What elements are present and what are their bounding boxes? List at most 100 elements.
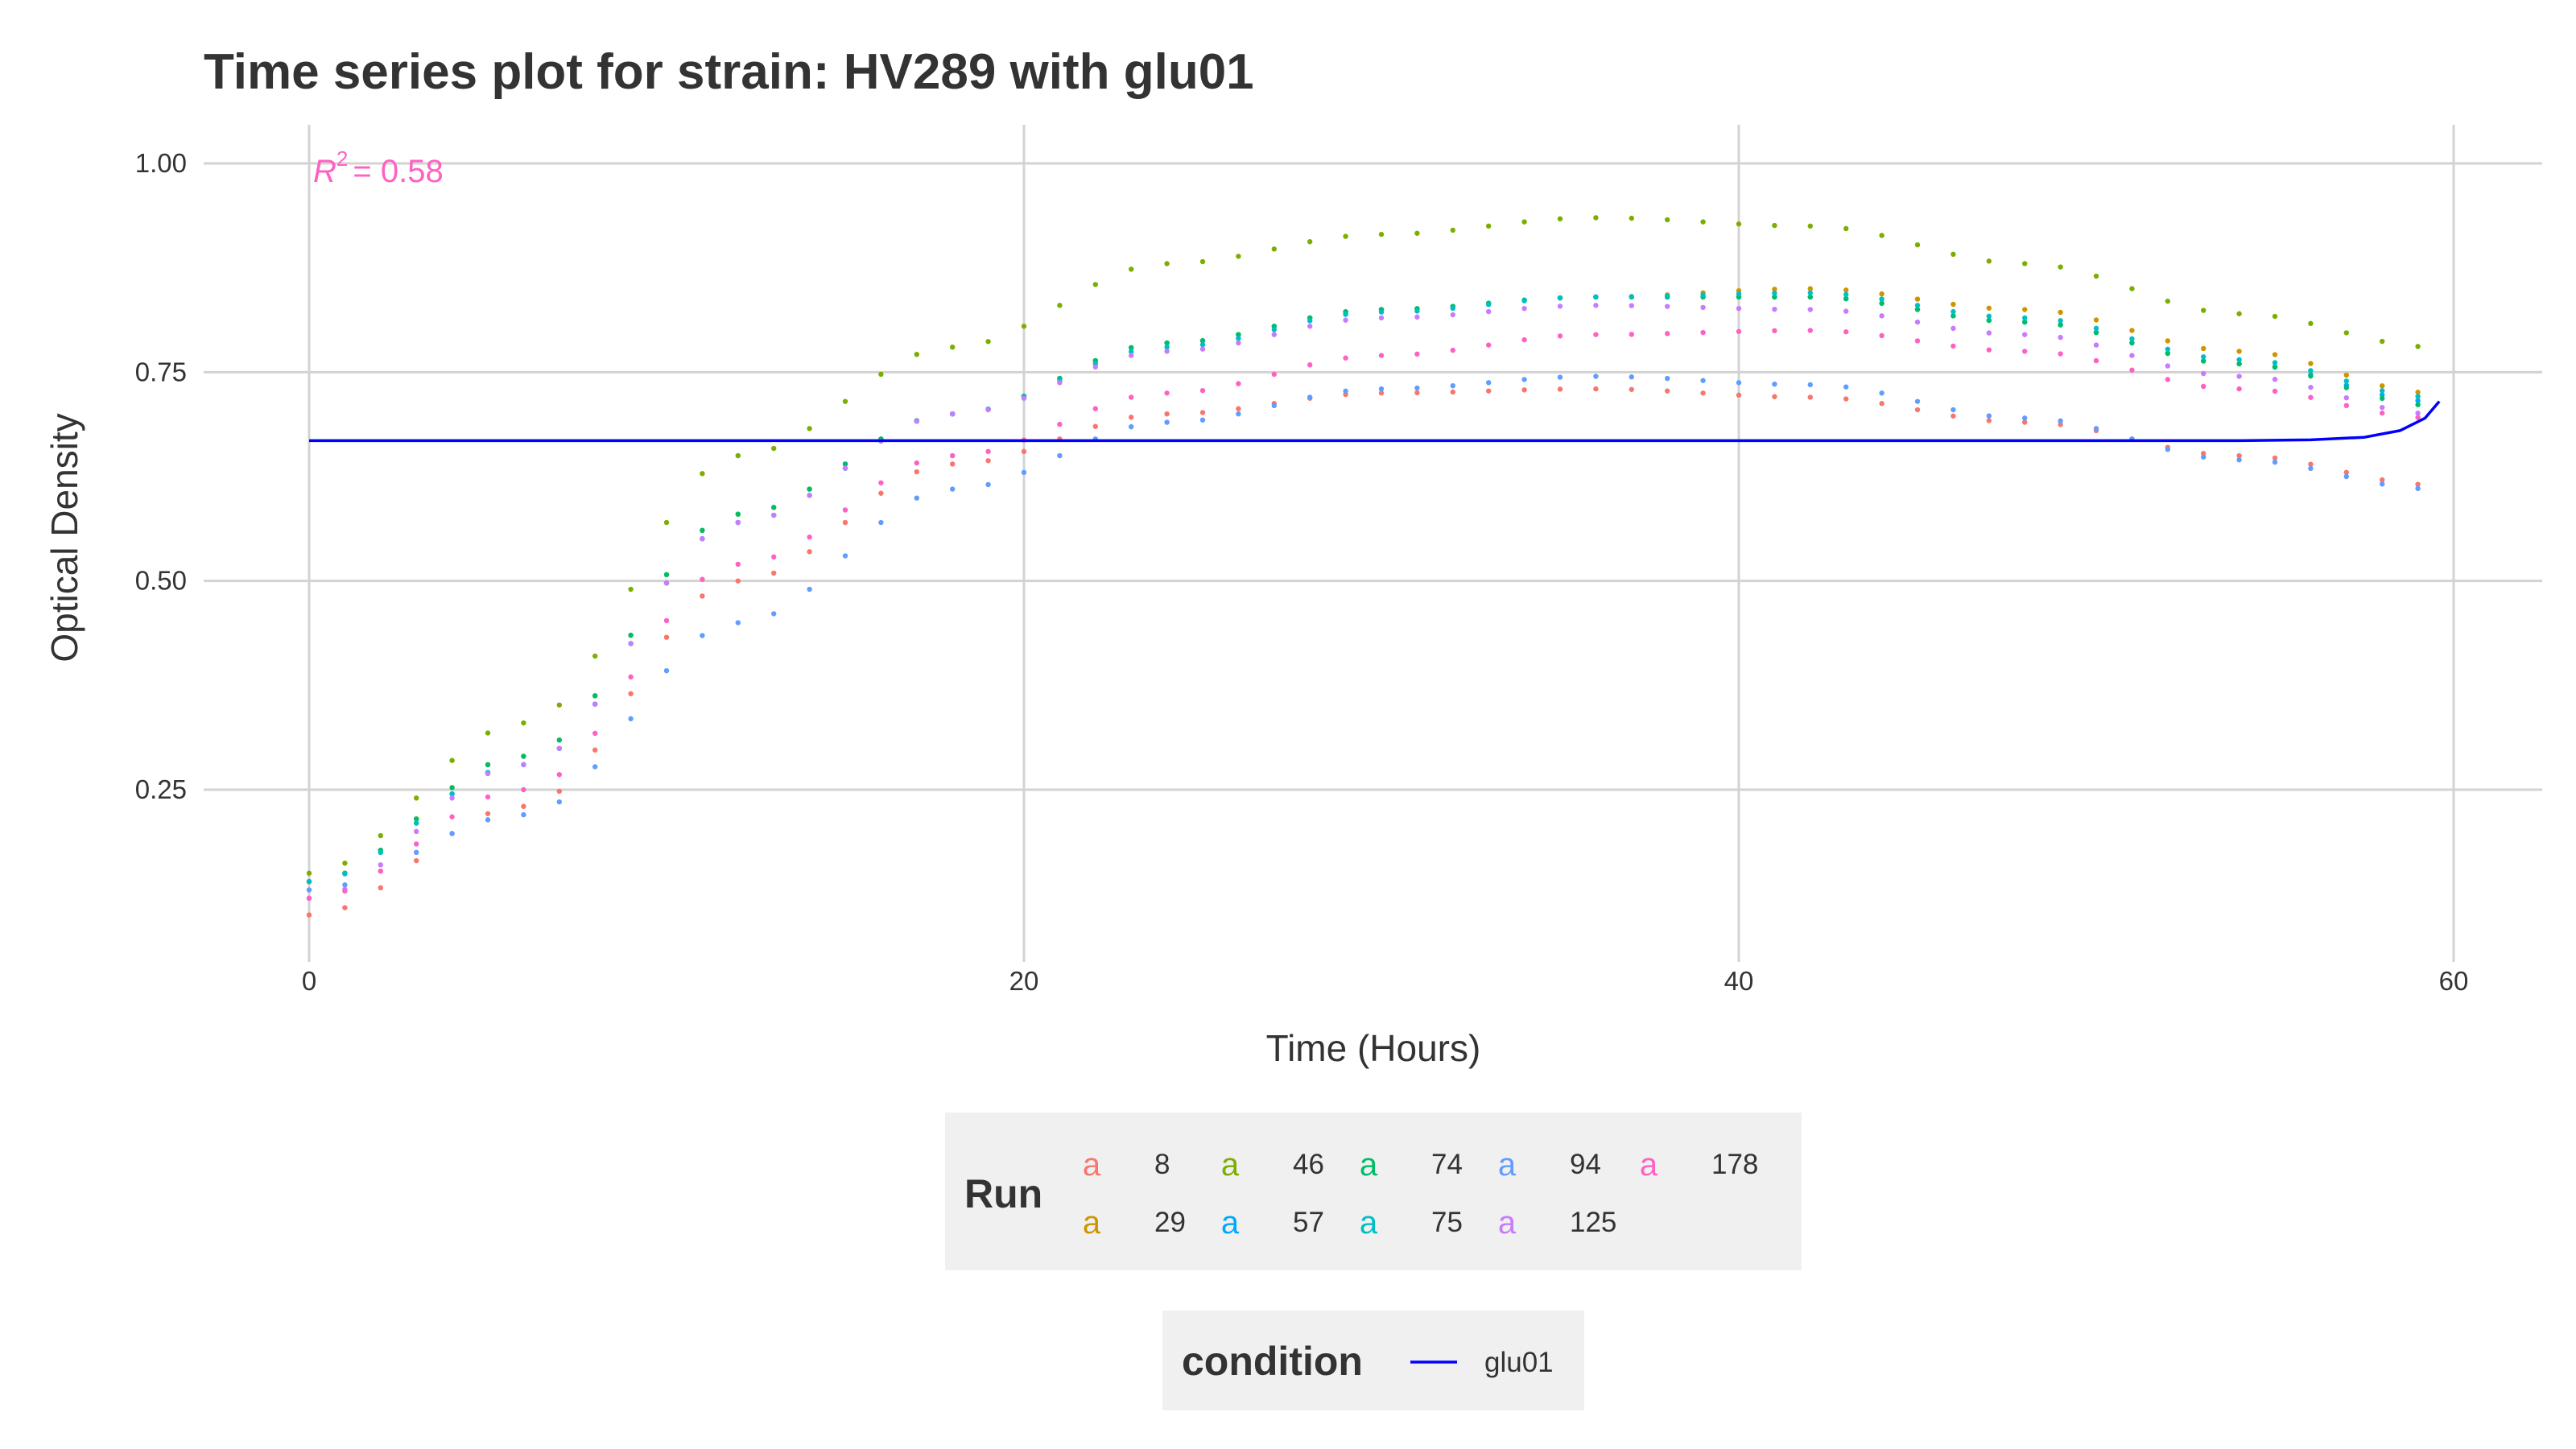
- data-point: [414, 828, 419, 835]
- data-point: [700, 536, 705, 542]
- data-point: [2201, 451, 2207, 456]
- data-point: [449, 791, 455, 797]
- data-point: [1807, 290, 1813, 295]
- data-point: [1236, 254, 1241, 259]
- data-point: [628, 632, 634, 638]
- data-point: [1593, 215, 1599, 221]
- data-point: [700, 527, 705, 534]
- data-point: [1665, 375, 1670, 382]
- data-point: [2343, 330, 2349, 336]
- data-point: [2308, 320, 2314, 327]
- data-point: [663, 617, 670, 624]
- legend-run-item: a 74: [1360, 1147, 1463, 1183]
- data-point: [1092, 423, 1099, 429]
- data-point: [1843, 225, 1849, 232]
- data-point: [807, 486, 812, 492]
- data-point: [1271, 402, 1278, 409]
- data-point: [807, 586, 812, 592]
- data-point: [2093, 317, 2099, 323]
- data-point: [1057, 303, 1063, 308]
- data-point: [1736, 291, 1742, 297]
- data-point: [985, 407, 991, 413]
- data-point: [1164, 419, 1170, 425]
- data-point: [1450, 227, 1456, 233]
- legend-key-glyph: a: [1360, 1147, 1378, 1183]
- data-point: [2058, 351, 2063, 357]
- data-point: [1700, 304, 1706, 311]
- data-point: [2093, 325, 2099, 332]
- data-point: [2201, 370, 2207, 377]
- data-point: [1593, 294, 1599, 300]
- data-point: [1843, 308, 1849, 314]
- data-point: [1199, 342, 1206, 348]
- data-point: [2236, 357, 2242, 362]
- data-point: [2058, 418, 2063, 424]
- data-point: [663, 634, 670, 640]
- data-point: [1700, 329, 1706, 336]
- data-point: [2380, 404, 2385, 411]
- data-point: [1129, 423, 1134, 430]
- data-point: [378, 868, 383, 874]
- data-point: [1986, 313, 1992, 320]
- chart-title: Time series plot for strain: HV289 with …: [204, 44, 1254, 100]
- r-squared-annotation: R2 = 0.58: [313, 147, 444, 189]
- data-point: [1807, 328, 1813, 333]
- data-point: [1129, 345, 1134, 351]
- data-point: [1236, 411, 1241, 417]
- data-point: [1378, 353, 1385, 358]
- data-point: [414, 841, 419, 847]
- data-point: [700, 633, 705, 638]
- data-point: [1629, 294, 1635, 299]
- data-point: [2415, 344, 2421, 349]
- data-point: [2093, 342, 2099, 348]
- data-point: [1486, 342, 1492, 348]
- series-8: [306, 386, 2421, 918]
- data-point: [2415, 402, 2421, 407]
- data-point: [1557, 295, 1563, 301]
- data-point: [378, 832, 383, 839]
- legend-run-label: 8: [1154, 1149, 1170, 1180]
- data-point: [2308, 394, 2314, 400]
- data-point: [485, 811, 491, 816]
- data-point: [1486, 302, 1492, 308]
- legend-run-item: a 29: [1083, 1205, 1186, 1241]
- legend-condition-background: [1162, 1311, 1584, 1410]
- y-tick-label: 0.75: [135, 357, 187, 386]
- data-point: [1843, 295, 1849, 302]
- data-point: [2165, 346, 2170, 353]
- data-point: [735, 578, 741, 584]
- data-point: [950, 461, 956, 467]
- data-point: [592, 747, 598, 753]
- data-point: [1164, 340, 1170, 346]
- data-point: [1665, 293, 1670, 299]
- axes: 0 20 40 60 0.25 0.50 0.75 1.00: [135, 148, 2469, 996]
- data-point: [878, 519, 884, 526]
- data-point: [414, 857, 419, 864]
- data-point: [1914, 303, 1921, 308]
- legend-run-item: a 57: [1221, 1205, 1324, 1241]
- data-point: [1021, 448, 1027, 455]
- plot-area: [306, 215, 2421, 918]
- data-point: [1951, 325, 1956, 332]
- data-point: [1986, 317, 1992, 324]
- data-point: [1557, 216, 1563, 222]
- series-46: [306, 215, 2421, 876]
- data-point: [378, 885, 383, 891]
- data-point: [2129, 353, 2135, 358]
- data-point: [1951, 413, 1956, 419]
- data-point: [378, 849, 383, 856]
- data-point: [1521, 306, 1527, 312]
- data-point: [663, 667, 670, 674]
- legend-run-label: 75: [1431, 1207, 1463, 1238]
- data-point: [342, 882, 348, 888]
- data-point: [1521, 377, 1527, 382]
- data-point: [1879, 332, 1885, 339]
- data-point: [2058, 334, 2063, 341]
- data-point: [449, 831, 455, 836]
- data-point: [1843, 287, 1849, 293]
- data-point: [1914, 307, 1921, 312]
- legend-key-glyph: a: [1640, 1147, 1658, 1183]
- data-point: [2022, 419, 2028, 425]
- data-point: [2380, 383, 2385, 389]
- series-74: [306, 294, 2421, 885]
